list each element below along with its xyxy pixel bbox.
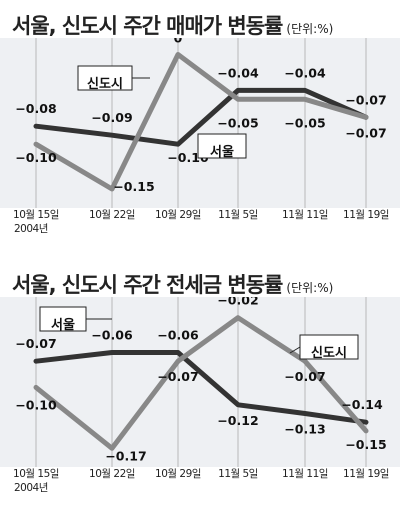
data-label: 0 [174, 38, 183, 45]
legend-label: 신도시 [87, 77, 123, 92]
legend-label: 신도시 [311, 346, 347, 361]
x-tick-label: 10월 29일 [155, 467, 201, 480]
legend-leader-line [289, 346, 301, 354]
legend-box [197, 133, 247, 159]
data-label: −0.02 [217, 297, 258, 308]
data-label: −0.04 [217, 65, 259, 80]
data-label: −0.04 [284, 65, 326, 80]
x-tick-label: 11월 19일 [343, 467, 389, 480]
data-label: −0.17 [105, 448, 146, 463]
chart-unit: (단위:%) [286, 281, 334, 295]
x-tick-label: 11월 11일 [282, 467, 328, 480]
x-tick-label: 10월 22일 [89, 467, 135, 480]
year-label: 2004년 [14, 223, 48, 235]
data-label: −0.07 [15, 336, 56, 351]
data-label: −0.15 [113, 179, 154, 194]
x-tick-label: 10월 15일 [13, 467, 59, 480]
data-label: −0.15 [345, 437, 386, 452]
chart-panel-jeonse: 서울, 신도시 주간 전세금 변동률 (단위:%) −0.07 −0.06 −0.06… [0, 259, 400, 518]
x-tick-label: 11월 5일 [218, 467, 258, 480]
x-tick-label: 11월 5일 [218, 208, 258, 221]
x-tick-label: 10월 29일 [155, 208, 201, 221]
chart-title-row: 서울, 신도시 주간 매매가 변동률 (단위:%) [12, 10, 333, 40]
legend-box [77, 65, 133, 91]
year-label: 2004년 [14, 482, 48, 494]
legend-label: 서울 [51, 317, 75, 333]
data-label: −0.05 [284, 115, 325, 130]
data-label: −0.13 [284, 421, 325, 436]
chart-panel-sale-price: 서울, 신도시 주간 매매가 변동률 (단위:%) −0.08 −0.09 −0.10… [0, 10, 400, 235]
data-label: −0.14 [341, 397, 383, 412]
line-chart-jeonse: −0.07 −0.06 −0.06 −0.12 −0.13 −0.14 −0.10 −0.17… [0, 297, 400, 494]
chart-title-row: 서울, 신도시 주간 전세금 변동률 (단위:%) [12, 269, 333, 299]
chart-title: 서울, 신도시 주간 매매가 변동률 [12, 14, 283, 38]
data-label: −0.07 [345, 125, 386, 140]
series-line-seoul [33, 350, 369, 425]
data-label: −0.08 [15, 101, 56, 116]
chart-title: 서울, 신도시 주간 전세금 변동률 [12, 273, 283, 297]
series-line-seoul [33, 87, 369, 147]
legend-box [39, 306, 87, 332]
data-label: −0.09 [91, 110, 132, 125]
data-label: −0.10 [15, 150, 57, 165]
chart-unit: (단위:%) [286, 22, 334, 36]
x-tick-label: 11월 19일 [343, 208, 389, 221]
legend-label: 서울 [210, 144, 234, 160]
data-label: −0.07 [345, 92, 386, 107]
data-label: −0.06 [157, 328, 199, 343]
x-tick-label: 10월 15일 [13, 208, 59, 221]
data-label: −0.06 [91, 328, 133, 343]
data-label: −0.10 [15, 397, 57, 412]
legend-box [299, 334, 359, 360]
data-label: −0.07 [157, 369, 198, 384]
line-chart-sale-price: −0.08−0.09−0.10−0.04 −0.04−0.07−0.10−0.15… [0, 38, 400, 235]
x-tick-label: 11월 11일 [282, 208, 328, 221]
series-line-new-town [33, 315, 369, 451]
series-line-new-town [33, 52, 369, 192]
data-label: −0.05 [217, 115, 258, 130]
x-tick-label: 10월 22일 [89, 208, 135, 221]
data-label: −0.12 [217, 413, 258, 428]
data-label: −0.07 [284, 369, 325, 384]
